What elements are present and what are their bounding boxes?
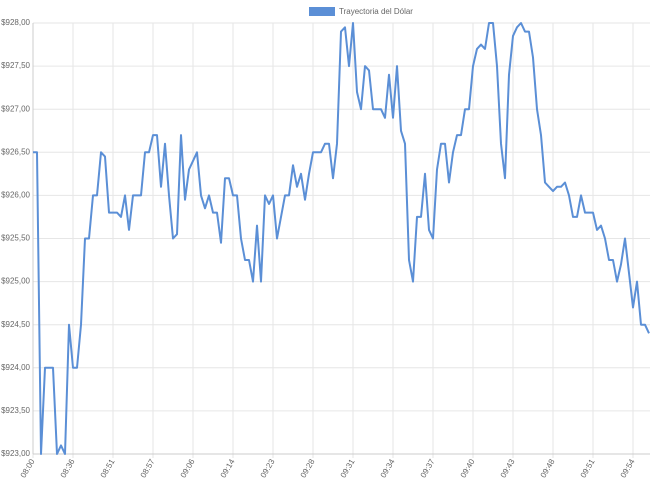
y-tick-label: $923,50 — [1, 406, 30, 415]
data-line — [33, 22, 650, 455]
x-tick-label: 08:00 — [19, 457, 37, 479]
x-tick-label: 09:34 — [379, 457, 397, 479]
x-tick-label: 09:51 — [579, 457, 597, 479]
x-tick-label: 08:36 — [59, 457, 77, 479]
x-tick-label: 09:14 — [219, 457, 237, 479]
y-tick-label: $927,50 — [1, 61, 30, 70]
y-tick-label: $925,00 — [1, 277, 30, 286]
x-tick-label: 09:43 — [499, 457, 517, 479]
x-tick-label: 08:57 — [139, 457, 157, 479]
y-tick-label: $928,00 — [1, 18, 30, 27]
x-tick-label: 09:31 — [339, 457, 357, 479]
y-tick-label: $923,00 — [1, 449, 30, 458]
x-tick-label: 09:06 — [179, 457, 197, 479]
x-tick-label: 09:37 — [419, 457, 437, 479]
x-tick-label: 09:54 — [619, 457, 637, 479]
y-tick-label: $926,00 — [1, 191, 30, 200]
legend-swatch — [309, 7, 335, 16]
x-tick-label: 08:51 — [99, 457, 117, 479]
x-tick-label: 09:28 — [299, 457, 317, 479]
x-tick-label: 09:40 — [459, 457, 477, 479]
y-tick-label: $924,50 — [1, 320, 30, 329]
y-tick-label: $926,50 — [1, 147, 30, 156]
x-tick-label: 09:23 — [259, 457, 277, 479]
y-tick-label: $925,50 — [1, 234, 30, 243]
legend-label: Trayectoria del Dólar — [339, 7, 413, 16]
y-tick-label: $924,00 — [1, 363, 30, 372]
x-tick-label: 09:48 — [539, 457, 557, 479]
y-tick-label: $927,00 — [1, 104, 30, 113]
